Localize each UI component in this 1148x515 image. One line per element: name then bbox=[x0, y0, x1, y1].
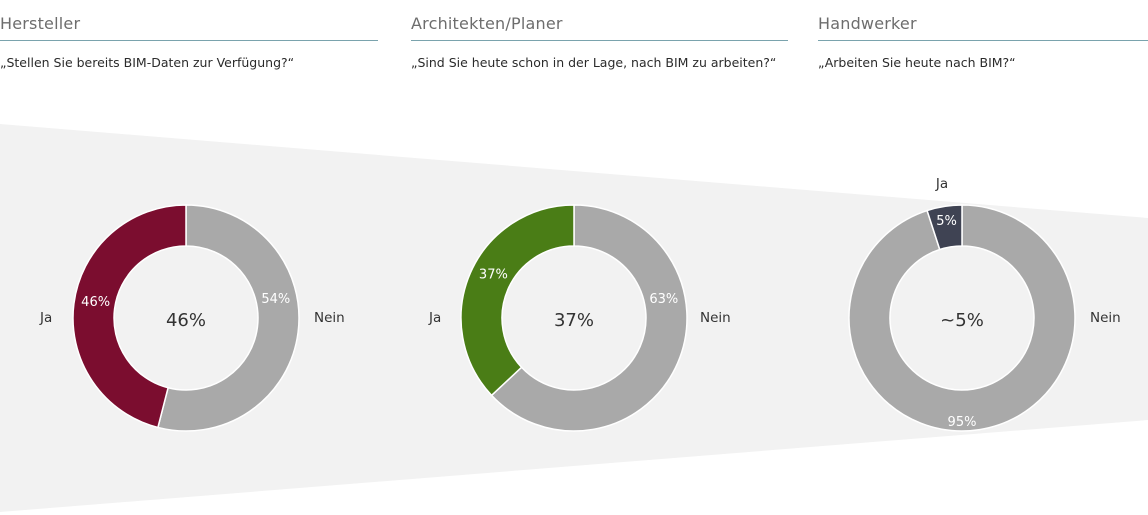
legend-label-nein: Nein bbox=[1090, 310, 1121, 326]
funnel-shape bbox=[0, 124, 1148, 512]
donut-chart-1: 54% 46% 46% Ja Nein bbox=[39, 204, 345, 432]
slice-nein bbox=[848, 204, 1076, 432]
legend-label-nein: Nein bbox=[314, 310, 345, 326]
column-hersteller: Hersteller „Stellen Sie bereits BIM-Date… bbox=[0, 14, 378, 71]
column-handwerker: Handwerker „Arbeiten Sie heute nach BIM?… bbox=[818, 14, 1148, 71]
slice-value-label-nein: 54% bbox=[261, 292, 290, 307]
column-question: „Arbeiten Sie heute nach BIM?“ bbox=[818, 55, 1016, 70]
slice-value-label-ja: 37% bbox=[479, 268, 508, 283]
column-architekten: Architekten/Planer „Sind Sie heute schon… bbox=[411, 14, 788, 71]
slice-value-label-nein: 95% bbox=[948, 415, 977, 430]
legend-label-ja: Ja bbox=[39, 310, 52, 326]
column-question: „Stellen Sie bereits BIM-Daten zur Verfü… bbox=[0, 55, 295, 70]
slice-ja bbox=[72, 204, 187, 429]
column-title: Handwerker bbox=[818, 14, 1148, 41]
slice-value-label-ja: 5% bbox=[936, 214, 957, 229]
slice-nein bbox=[490, 204, 688, 432]
slice-ja bbox=[926, 204, 963, 251]
legend-label-ja: Ja bbox=[428, 310, 441, 326]
column-title: Architekten/Planer bbox=[411, 14, 788, 41]
slice-nein bbox=[156, 204, 300, 432]
donut-chart-2: 63% 37% 37% Ja Nein bbox=[428, 204, 731, 432]
slice-value-label-nein: 63% bbox=[649, 292, 678, 307]
donut-center-label: ~5% bbox=[940, 310, 984, 331]
column-question: „Sind Sie heute schon in der Lage, nach … bbox=[411, 55, 777, 70]
column-title: Hersteller bbox=[0, 14, 378, 41]
legend-label-nein: Nein bbox=[700, 310, 731, 326]
legend-label-ja: Ja bbox=[935, 176, 948, 192]
slice-value-label-ja: 46% bbox=[81, 295, 110, 310]
donut-center-label: 37% bbox=[554, 310, 594, 331]
slice-ja bbox=[460, 204, 575, 397]
donut-center-label: 46% bbox=[166, 310, 206, 331]
donut-chart-3: 95% 5% ~5% Ja Nein bbox=[848, 176, 1121, 432]
